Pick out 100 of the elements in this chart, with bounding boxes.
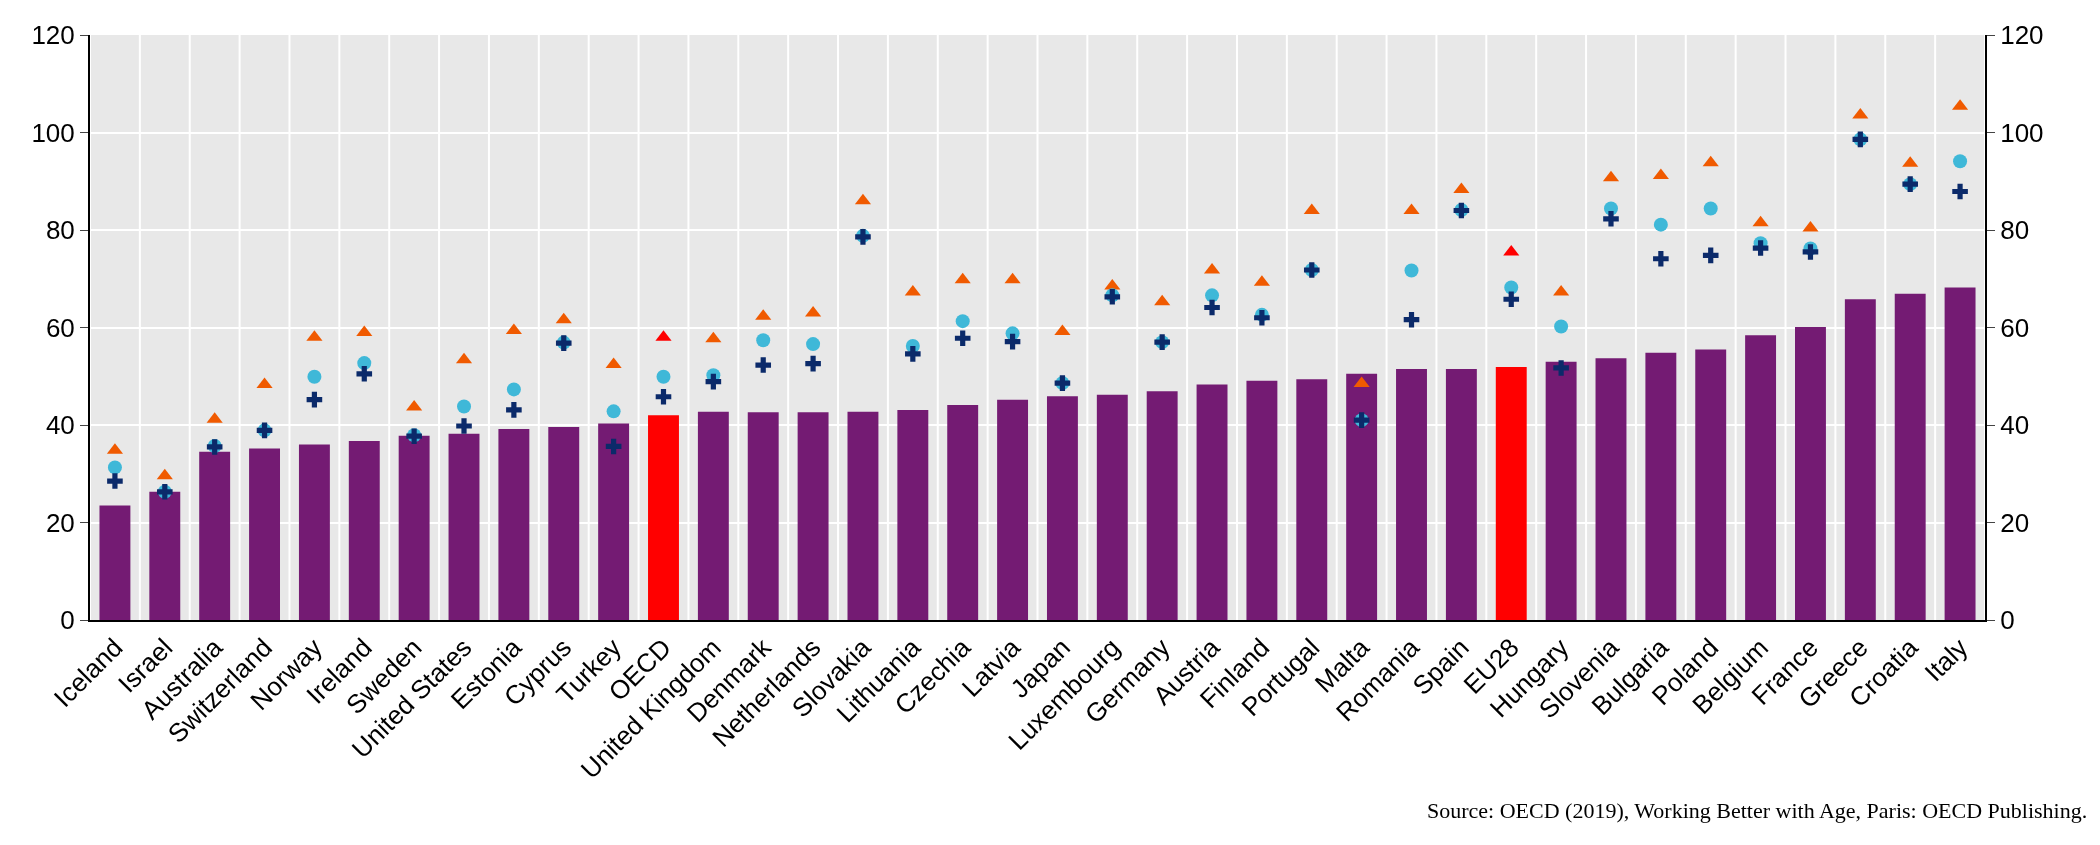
point [1603, 210, 1619, 227]
bar [1146, 391, 1178, 620]
point [307, 369, 322, 384]
bar [747, 412, 779, 620]
bar [1745, 335, 1777, 620]
y2-tick-label: 20 [2000, 507, 2030, 538]
point [1503, 244, 1520, 256]
bar [498, 428, 530, 620]
point [1453, 182, 1470, 194]
point [605, 357, 622, 369]
point [306, 391, 323, 408]
bar [1495, 366, 1527, 620]
bar [1695, 349, 1727, 620]
point [1802, 244, 1819, 260]
point [805, 355, 821, 372]
point [356, 366, 373, 382]
y-tick-label: 60 [45, 312, 75, 343]
bar [298, 444, 330, 620]
bar [398, 435, 430, 620]
point [605, 438, 622, 455]
point [1653, 250, 1669, 267]
point [705, 331, 722, 343]
point [954, 330, 971, 347]
point [1703, 201, 1718, 216]
y-tick-label: 100 [31, 117, 75, 148]
bar [448, 433, 480, 620]
point [805, 305, 822, 317]
point [1702, 247, 1719, 264]
bar [997, 399, 1029, 620]
point [1752, 240, 1769, 256]
point [107, 460, 122, 475]
bar [1795, 327, 1826, 620]
bar [348, 441, 380, 620]
y2-tick-label: 60 [2000, 312, 2030, 343]
point [457, 399, 472, 414]
point [1653, 217, 1668, 232]
point [1852, 107, 1869, 119]
point [1553, 360, 1569, 376]
bar [1296, 379, 1328, 620]
point [954, 272, 971, 284]
bar [199, 451, 231, 620]
bar [1046, 396, 1078, 620]
bar [847, 411, 879, 620]
bar [1346, 373, 1378, 620]
point [506, 382, 521, 397]
bar [648, 415, 679, 620]
point [1953, 154, 1968, 169]
bar [1894, 293, 1926, 620]
point [1404, 263, 1419, 278]
point [1154, 294, 1171, 306]
bar [1645, 352, 1677, 620]
bar [149, 491, 181, 620]
bar [598, 423, 630, 620]
y-tick-label: 0 [60, 605, 75, 636]
bar [1545, 361, 1577, 620]
point [1403, 311, 1420, 328]
point [1752, 215, 1769, 227]
bar [1944, 287, 1976, 620]
point [755, 357, 772, 373]
point [905, 346, 921, 362]
point [506, 402, 522, 418]
y2-tick-label: 120 [2000, 20, 2044, 51]
point [606, 404, 621, 419]
bar [1595, 358, 1627, 620]
bar [797, 412, 829, 620]
bar [1396, 368, 1427, 620]
y-tick-label: 40 [45, 410, 75, 441]
bar [548, 426, 580, 620]
point [256, 377, 273, 389]
point [1353, 376, 1370, 388]
y2-tick-label: 40 [2000, 410, 2030, 441]
point [806, 337, 821, 352]
point [1004, 333, 1021, 350]
y-tick-label: 80 [45, 215, 75, 246]
point [904, 284, 921, 296]
point [1702, 155, 1719, 167]
point [705, 373, 722, 390]
bar [947, 405, 979, 620]
y2-tick-label: 80 [2000, 215, 2030, 246]
point [1204, 299, 1220, 316]
bar [897, 409, 929, 620]
bar [1096, 394, 1128, 620]
point [655, 388, 672, 405]
source-note: Source: OECD (2019), Working Better with Age, Paris: OECD Publishing. [1427, 798, 2088, 823]
point [656, 369, 671, 384]
bar [1844, 299, 1876, 620]
point [1205, 288, 1220, 303]
point [1004, 272, 1021, 284]
point [156, 468, 173, 480]
x-tick-label: Italy [1918, 632, 1974, 688]
point [1503, 291, 1520, 308]
point [406, 399, 423, 411]
point [456, 418, 472, 434]
y-tick-label: 20 [45, 507, 75, 538]
y-tick-label: 120 [31, 20, 75, 51]
bar [99, 505, 131, 620]
point [1254, 309, 1270, 326]
bar [1196, 384, 1228, 620]
point [756, 333, 771, 348]
point [955, 314, 970, 329]
